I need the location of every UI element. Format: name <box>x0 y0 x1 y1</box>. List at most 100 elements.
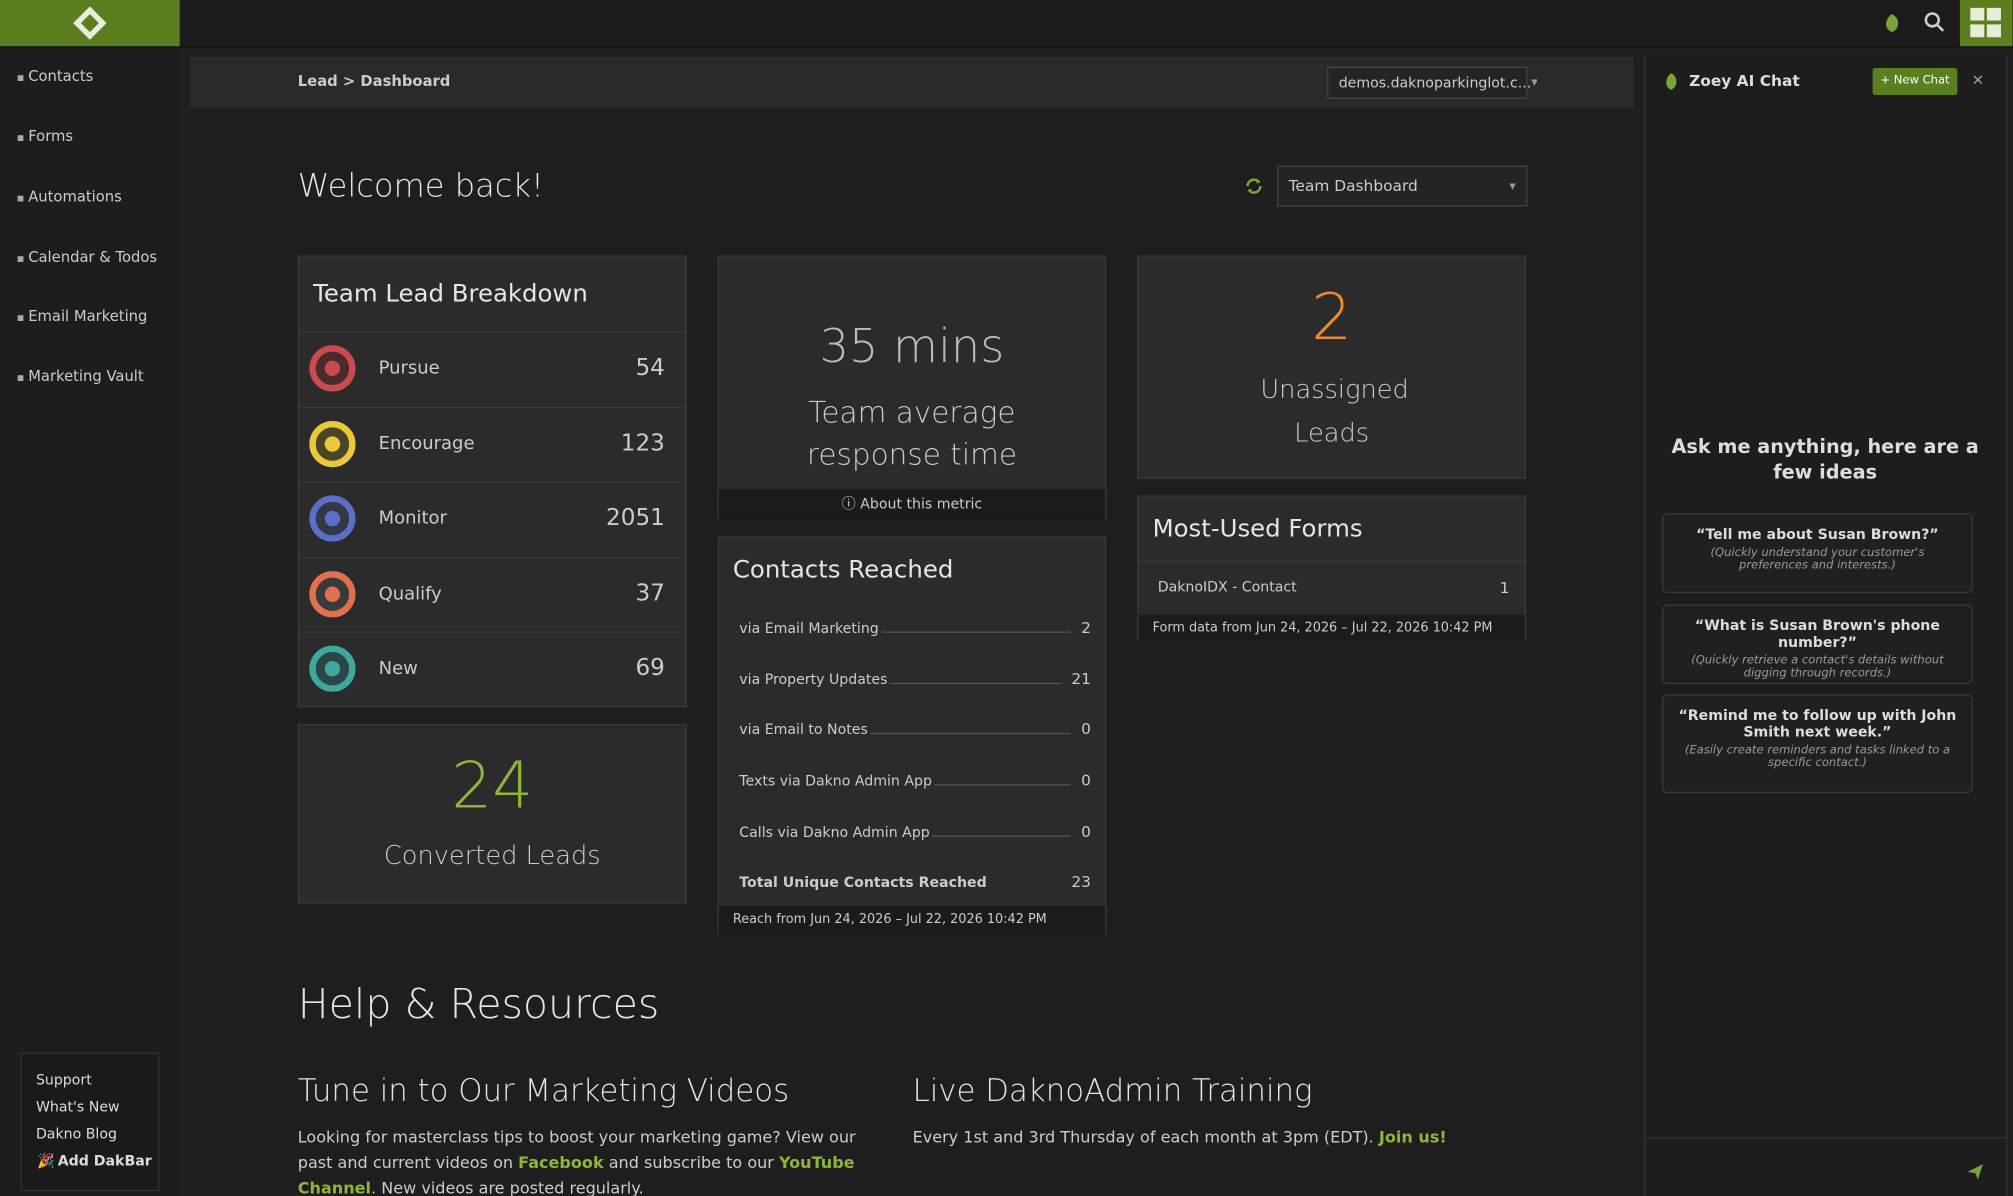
lead-count: 123 <box>620 429 665 457</box>
about-link[interactable]: ⓘ About this metric <box>718 489 1106 520</box>
suggestion[interactable]: “What is Susan Brown's phone number?” (Qu… <box>1662 604 1973 685</box>
info-icon: ⓘ <box>841 495 861 513</box>
icon-core <box>324 360 341 377</box>
response-label: Team average response time <box>806 396 1018 473</box>
contacts-reached-card: Contacts Reached Total Unique Contacts R… <box>717 536 1107 935</box>
card-footer: Form data from Jun 24, 2026 – Jul 22, 20… <box>1138 614 1525 642</box>
suggestion[interactable]: “Remind me to follow up with John Smith … <box>1662 694 1973 794</box>
response-value: 35 mins <box>819 320 1005 374</box>
lead-icon <box>309 420 356 467</box>
form-name: DaknoIDX - Contact <box>1157 578 1297 596</box>
lead-count: 54 <box>635 354 665 382</box>
icon-core <box>324 510 341 527</box>
dashboard-select[interactable]: Team Dashboard <box>1277 165 1528 207</box>
lead-icon <box>309 570 356 617</box>
footer-link[interactable]: Dakno Blog <box>35 1125 117 1143</box>
nav-item[interactable]: Forms <box>17 127 73 145</box>
unassigned-value: 2 <box>1311 279 1353 355</box>
suggestion-question: “Tell me about Susan Brown?” <box>1696 526 1939 543</box>
main-header: Lead > Dashboard demos.daknoparkinglot.c… <box>189 56 1634 108</box>
text: Every 1st and 3rd Thursday of each month… <box>912 1126 1379 1147</box>
reach-row: Calls via Dakno Admin App 0 <box>739 822 1091 840</box>
converted-value: 24 <box>451 748 534 823</box>
new-chat-label: New Chat <box>1893 74 1950 88</box>
nav-item[interactable]: Contacts <box>17 67 93 85</box>
divider <box>1645 1137 2007 1139</box>
reach-label: Calls via Dakno Admin App <box>739 823 930 841</box>
dots <box>932 835 1071 837</box>
logo[interactable] <box>0 0 180 47</box>
lead-label: New <box>378 658 418 679</box>
total-row: Total Unique Contacts Reached 23 <box>739 873 1091 891</box>
footer-link[interactable]: What's New <box>35 1098 120 1116</box>
form-row[interactable]: DaknoIDX - Contact 1 <box>1138 560 1525 614</box>
lead-icon <box>309 495 356 542</box>
form-count: 1 <box>1499 578 1510 597</box>
text: Looking for masterclass tips to boost yo… <box>297 1126 856 1172</box>
lead-count: 69 <box>635 654 665 682</box>
response-card: 35 mins Team average response time ⓘ Abo… <box>717 255 1107 520</box>
card-title: Team Lead Breakdown <box>313 279 588 309</box>
lead-row[interactable]: Qualify 37 <box>299 556 686 632</box>
dots <box>934 784 1071 786</box>
close-button[interactable]: × <box>1971 70 1985 89</box>
facebook-link[interactable]: Facebook <box>518 1152 604 1172</box>
dots <box>881 631 1071 633</box>
lead-count: 2051 <box>606 504 665 532</box>
search-icon[interactable] <box>1924 12 1945 33</box>
reach-label: via Email to Notes <box>739 721 868 739</box>
leaf-icon[interactable] <box>1882 12 1903 35</box>
forms-card: Most-Used Forms Form data from Jun 24, 2… <box>1137 495 1527 642</box>
unassigned-label: Unassigned Leads <box>1260 373 1409 448</box>
reach-row: via Email to Notes 0 <box>739 721 1091 739</box>
footer-link[interactable]: Support <box>35 1071 92 1089</box>
reach-count: 21 <box>1071 669 1091 688</box>
suggestion[interactable]: “Tell me about Susan Brown?” (Quickly und… <box>1662 513 1973 593</box>
lead-icon <box>309 645 356 692</box>
about-text[interactable]: About this metric <box>860 495 983 513</box>
refresh-icon[interactable] <box>1244 176 1265 197</box>
reach-row: via Property Updates 21 <box>739 670 1091 688</box>
plus: + <box>1880 74 1894 88</box>
welcome-title: Welcome back! <box>297 166 544 205</box>
suggestion-hint: (Easily create reminders and tasks linke… <box>1684 744 1951 771</box>
lead-label: Encourage <box>378 433 475 454</box>
reach-count: 0 <box>1081 822 1091 841</box>
suggestion-question: “What is Susan Brown's phone number?” <box>1694 617 1940 651</box>
youtube-link[interactable]: YouTube Channel <box>297 1152 855 1196</box>
text: . New videos are posted regularly. <box>371 1178 644 1196</box>
reach-row: via Email Marketing 2 <box>739 619 1091 637</box>
reach-count: 0 <box>1081 771 1091 790</box>
send-icon[interactable] <box>1966 1163 1984 1181</box>
dots <box>870 733 1071 735</box>
chat-panel: Zoey AI Chat + New Chat × Ask me anythin… <box>1644 56 2008 1196</box>
unassigned-card: 2 Unassigned Leads <box>1137 255 1527 479</box>
lead-row[interactable]: Encourage 123 <box>299 406 686 482</box>
nav-item[interactable]: Calendar & Todos <box>17 248 157 266</box>
section-text: Every 1st and 3rd Thursday of each month… <box>913 1124 1529 1150</box>
card-footer: Reach from Jun 24, 2026 – Jul 22, 2026 1… <box>718 906 1106 935</box>
dots <box>890 682 1062 684</box>
nav-item[interactable]: Email Marketing <box>17 307 147 325</box>
lead-label: Qualify <box>378 583 442 604</box>
lead-row[interactable]: Monitor 2051 <box>299 481 686 557</box>
nav-item[interactable]: Automations <box>17 187 122 205</box>
nav-item[interactable]: Marketing Vault <box>17 367 143 385</box>
lead-row[interactable]: New 69 <box>299 631 686 707</box>
apps-button[interactable] <box>1959 0 2013 47</box>
icon-core <box>324 435 341 452</box>
converted-card: 24 Converted Leads <box>297 723 687 904</box>
apps-icon <box>1970 7 2001 38</box>
suggestion-hint: (Quickly retrieve a contact's details wi… <box>1691 654 1944 681</box>
reach-label: via Email Marketing <box>739 619 879 637</box>
footer-link[interactable]: Add DakBar <box>57 1152 152 1170</box>
logo-icon <box>73 6 107 40</box>
sidebar-footer: Support What's New Dakno Blog Add DakBar… <box>20 1052 160 1192</box>
join-link[interactable]: Join us! <box>1378 1126 1447 1147</box>
lead-row[interactable]: Pursue 54 <box>299 331 686 407</box>
new-chat-button[interactable]: + New Chat <box>1872 68 1958 95</box>
lead-count: 37 <box>635 579 665 607</box>
site-select[interactable]: demos.daknoparkinglot.c... <box>1327 66 1531 99</box>
